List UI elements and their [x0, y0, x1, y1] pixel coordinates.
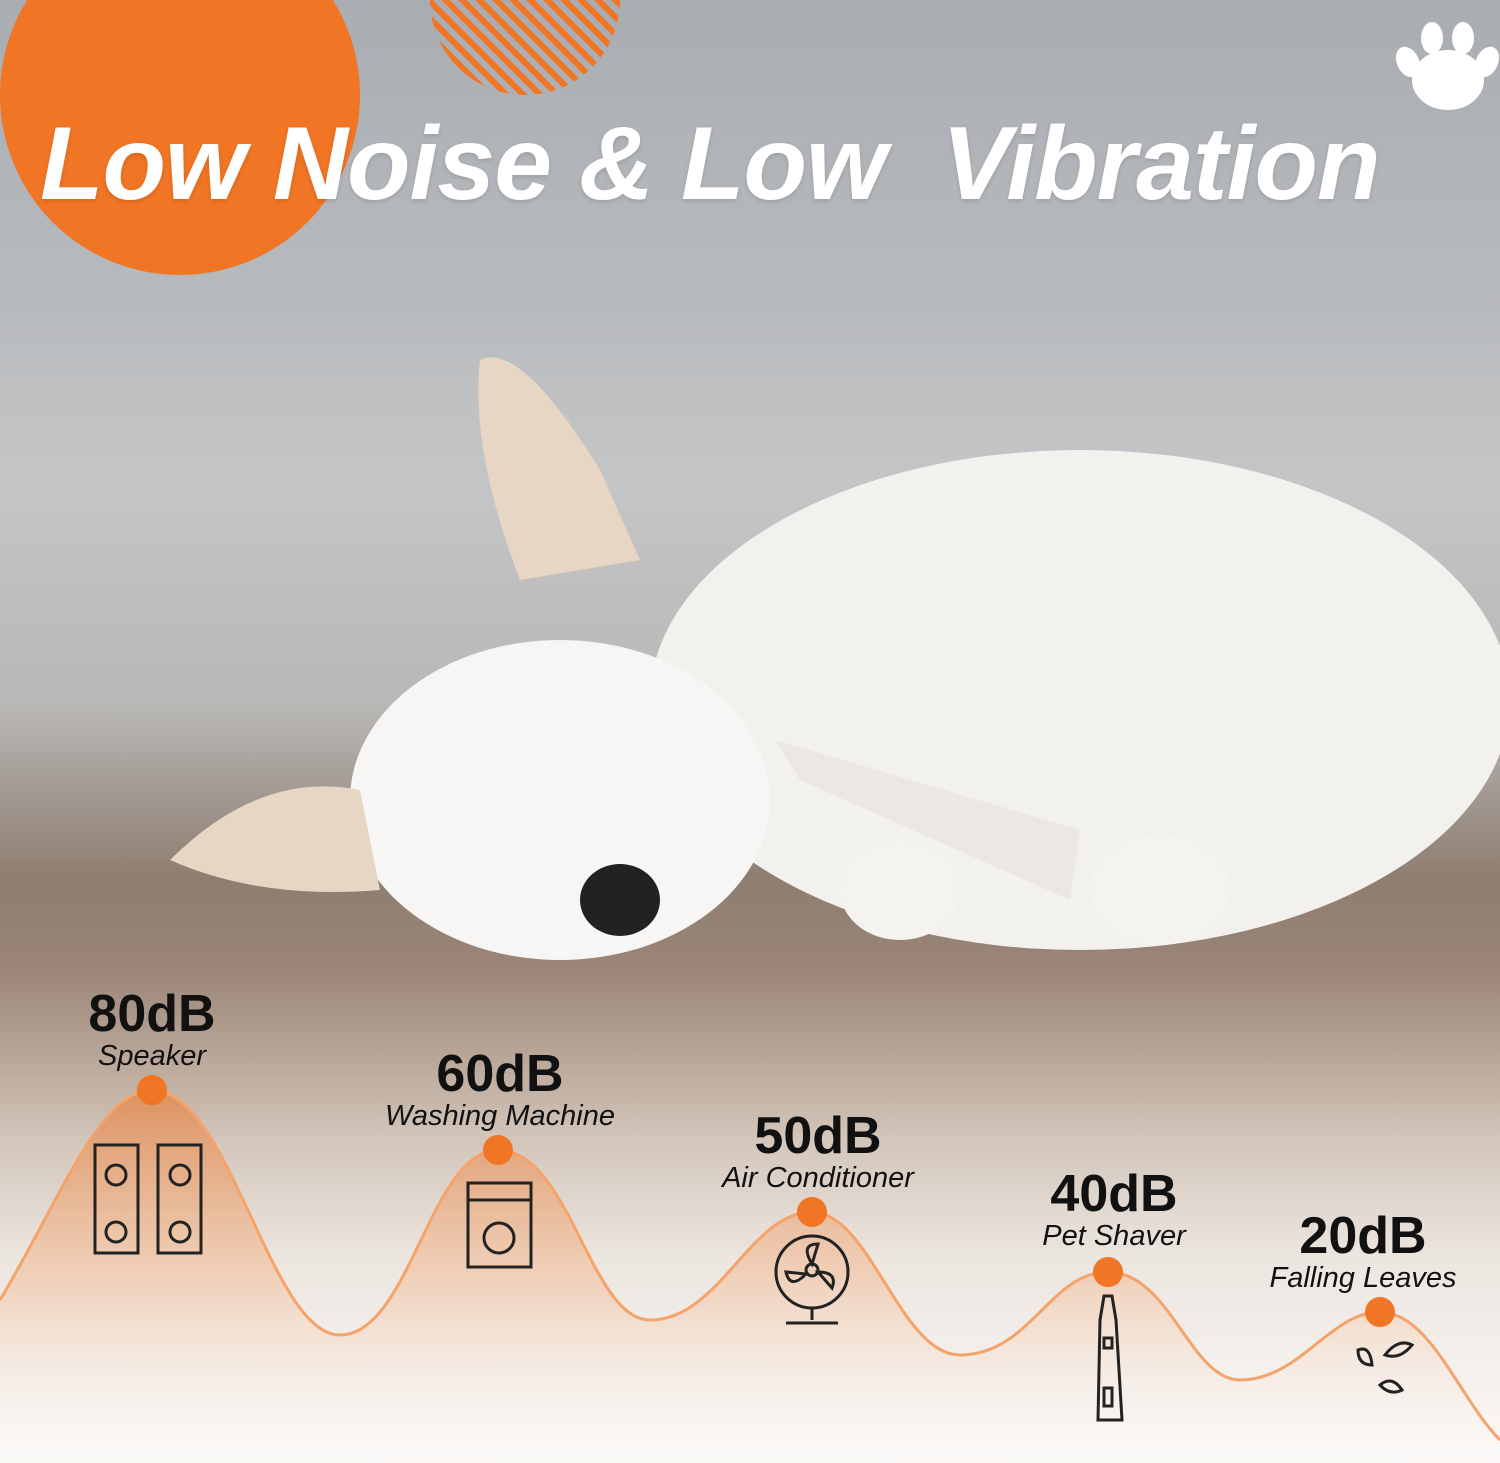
level-pet-shaver: 40dB Pet Shaver	[1042, 1168, 1185, 1252]
page-title: Low Noise & Low Vibration	[40, 106, 1381, 222]
peak-dot-falling-leaves	[1365, 1297, 1395, 1327]
speaker-icon	[93, 1143, 203, 1255]
falling-leaves-icon	[1356, 1341, 1415, 1394]
level-falling-leaves: 20dB Falling Leaves	[1270, 1210, 1457, 1294]
level-washing-machine: 60dB Washing Machine	[385, 1048, 615, 1132]
level-db: 20dB	[1299, 1207, 1427, 1265]
paw-icon	[1395, 22, 1500, 110]
level-source: Falling Leaves	[1269, 1262, 1457, 1294]
level-db: 60dB	[436, 1045, 564, 1103]
peak-dot-speaker	[137, 1075, 167, 1105]
peak-dot-air-conditioner	[797, 1197, 827, 1227]
striped-semicircle-decoration	[430, 0, 620, 95]
noise-wave-area	[0, 1090, 1500, 1463]
orange-circle-decoration	[0, 0, 360, 275]
level-source: Washing Machine	[385, 1100, 615, 1132]
washing-machine-icon	[466, 1181, 533, 1269]
noise-wave-line	[0, 1088, 1500, 1442]
level-speaker: 80dB Speaker	[88, 988, 215, 1072]
level-source: Speaker	[97, 1040, 206, 1072]
level-air-conditioner: 50dB Air Conditioner	[722, 1110, 914, 1194]
sleeping-dog-image	[170, 357, 1500, 960]
level-db: 50dB	[754, 1107, 882, 1165]
level-db: 40dB	[1050, 1165, 1178, 1223]
level-db: 80dB	[88, 985, 216, 1043]
peak-dot-washing-machine	[483, 1135, 513, 1165]
fan-icon	[774, 1234, 850, 1325]
level-source: Pet Shaver	[1042, 1220, 1186, 1252]
peak-dot-pet-shaver	[1093, 1257, 1123, 1287]
pet-shaver-icon	[1096, 1294, 1124, 1422]
level-source: Air Conditioner	[722, 1162, 914, 1194]
